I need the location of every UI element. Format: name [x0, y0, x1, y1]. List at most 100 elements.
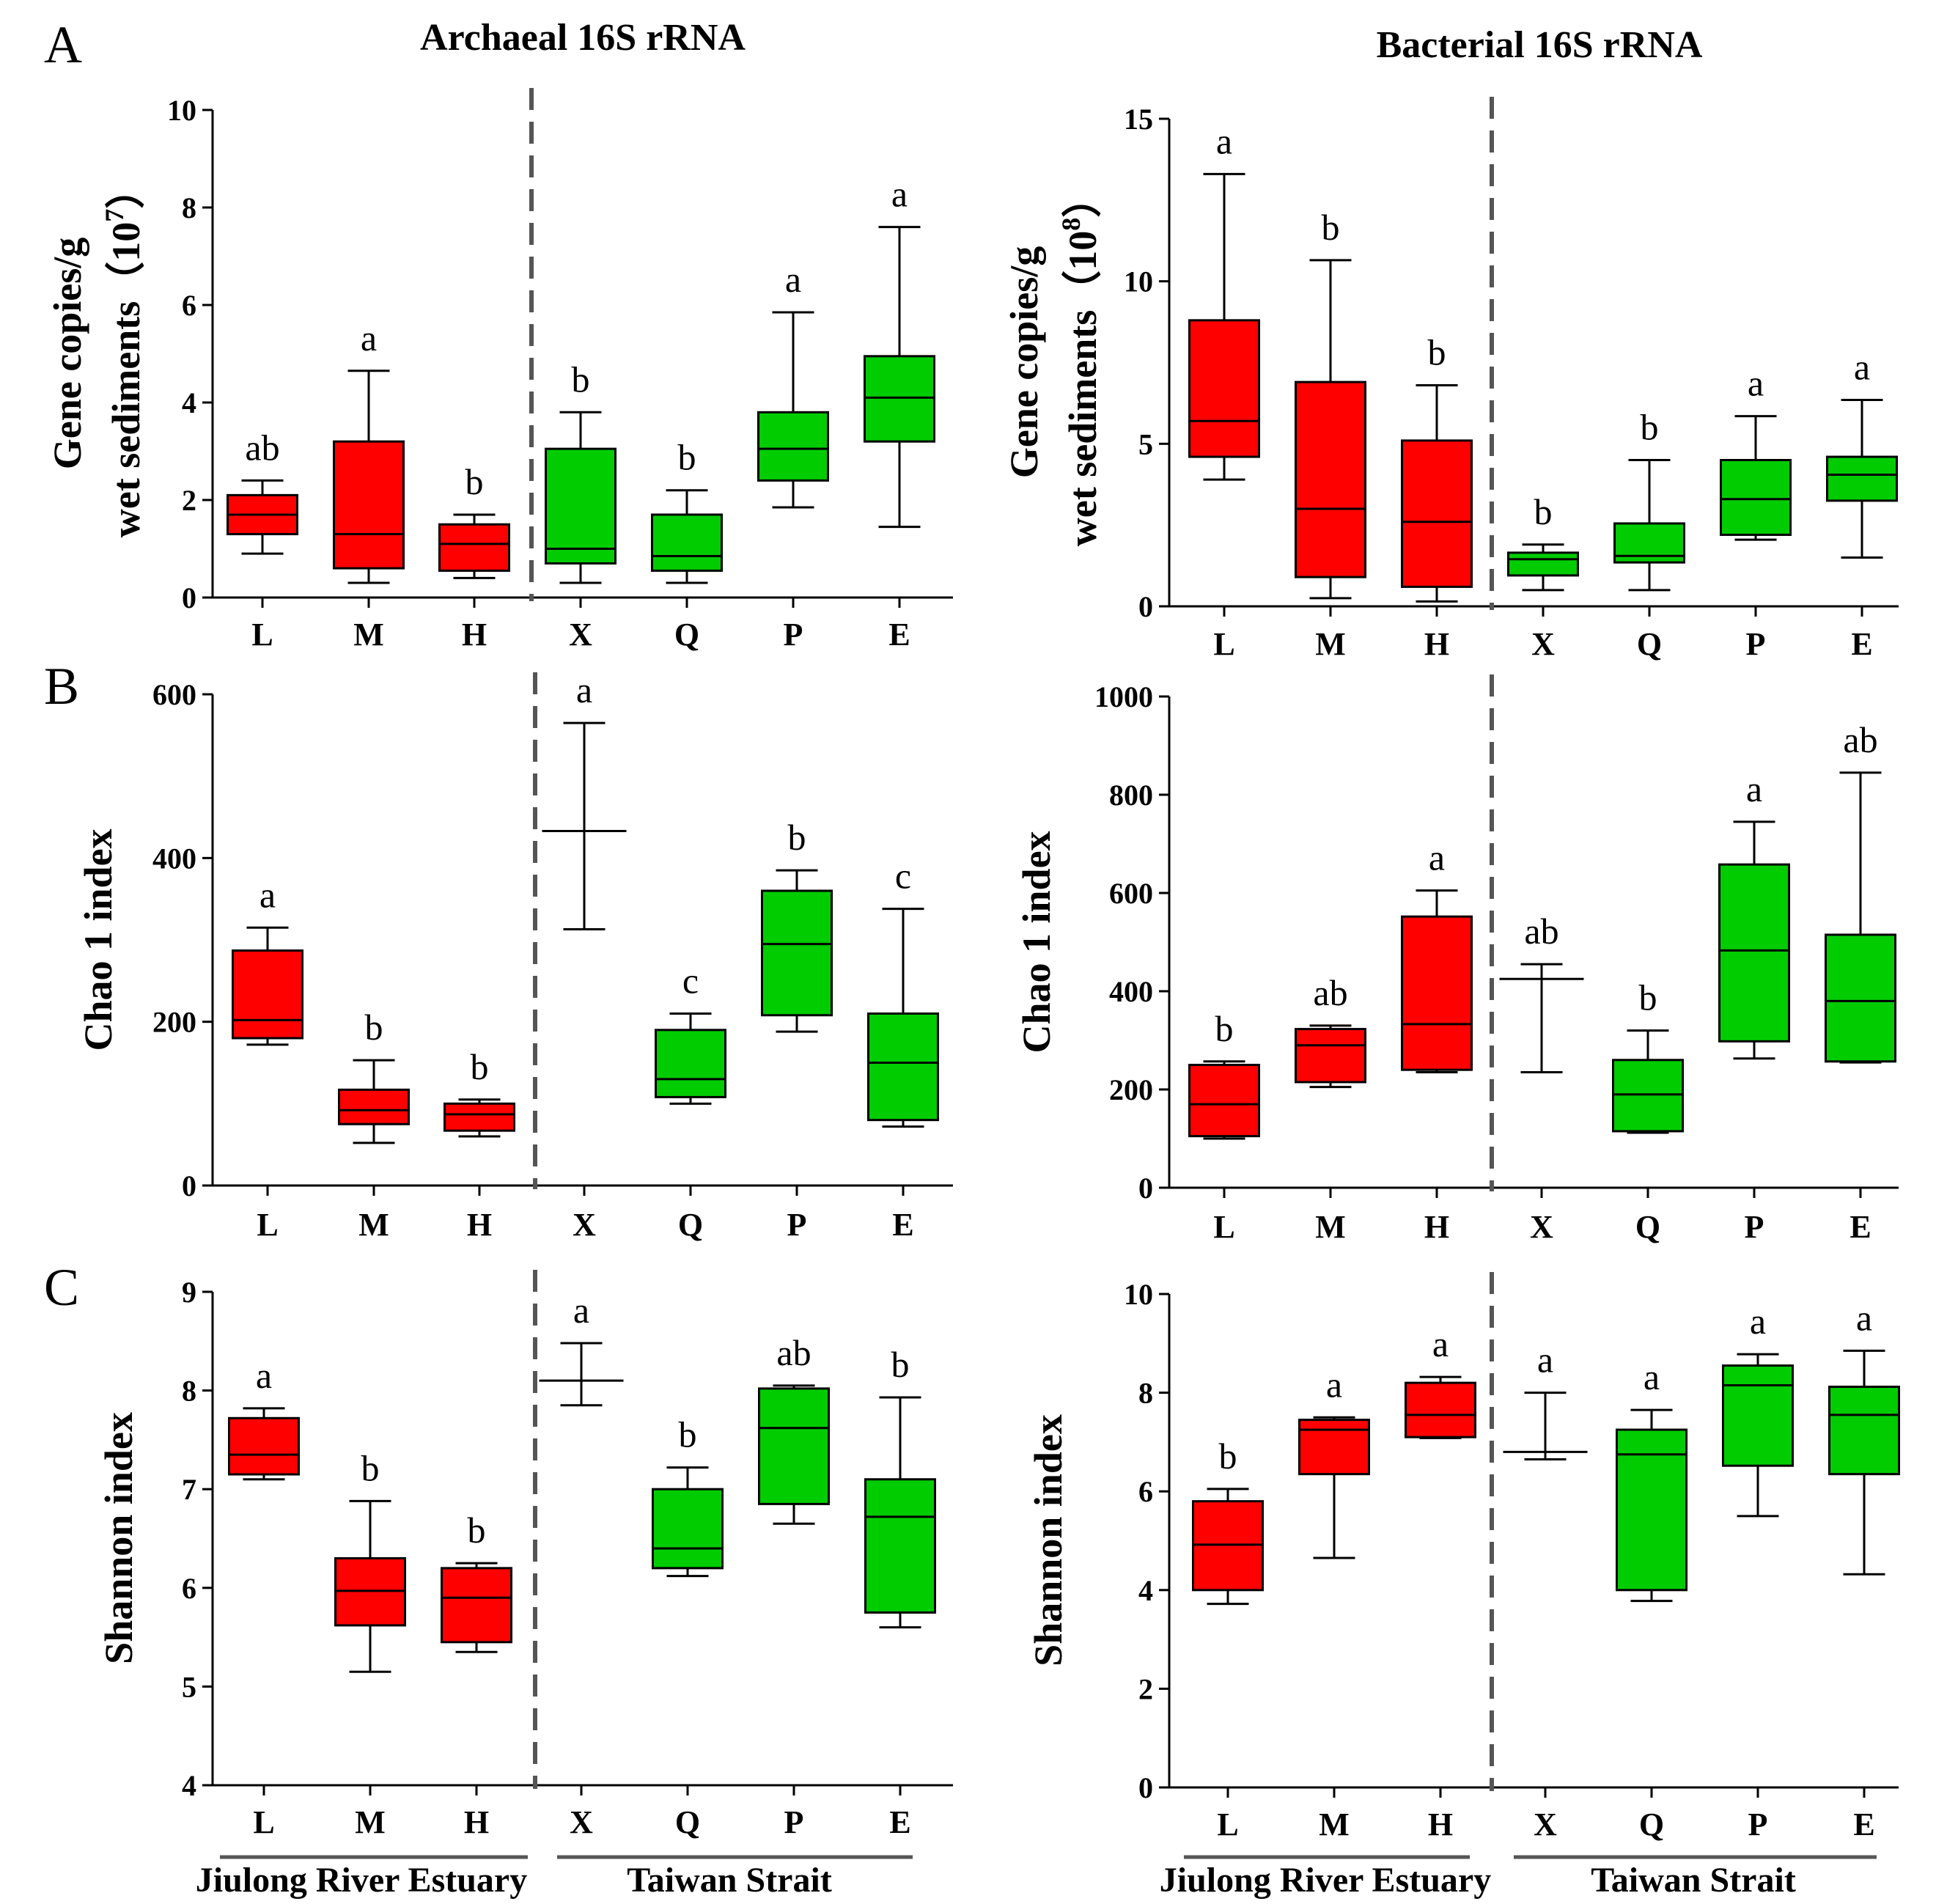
x-tick-label: E	[888, 617, 910, 653]
box-iqr	[867, 1012, 939, 1122]
x-tick-label: M	[1315, 1209, 1346, 1245]
box-iqr	[761, 889, 833, 1017]
y-tick-label: 600	[1109, 877, 1153, 910]
panel-label-b: B	[44, 657, 79, 716]
box-iqr	[1188, 1064, 1260, 1138]
y-tick-label: 200	[152, 1006, 196, 1039]
box-iqr	[651, 513, 723, 572]
significance-letter: c	[682, 960, 699, 1001]
x-tick-label: L	[1213, 626, 1234, 662]
box-P: Pb	[761, 817, 833, 1243]
x-tick-label: H	[1424, 1209, 1449, 1245]
significance-letter: ab	[1313, 972, 1347, 1013]
significance-letter: a	[1432, 1323, 1449, 1364]
box-iqr	[1612, 1059, 1684, 1133]
region-label-estuary-right: Jiulong River Estuary	[1160, 1861, 1491, 1900]
x-tick-label: X	[1531, 626, 1555, 662]
x-tick-label: M	[353, 617, 384, 653]
x-tick-label: Q	[678, 1207, 703, 1243]
box-P: Pab	[758, 1332, 830, 1840]
y-tick-label: 7	[182, 1473, 196, 1506]
x-tick-label: M	[355, 1804, 386, 1840]
box-H: Hb	[1401, 332, 1473, 662]
x-tick-label: Q	[675, 1804, 700, 1840]
box-L: La	[228, 1355, 300, 1840]
x-tick-label: P	[1746, 626, 1766, 662]
significance-letter: a	[1748, 363, 1764, 404]
box-P: Pa	[1720, 363, 1792, 662]
x-tick-label: M	[1319, 1806, 1350, 1842]
y-axis-label-close: ）	[1061, 178, 1105, 218]
significance-letter: b	[365, 1007, 383, 1048]
box-E: Eb	[864, 1344, 936, 1840]
x-tick-label: E	[889, 1804, 910, 1840]
significance-letter: ab	[1524, 911, 1558, 952]
x-tick-label: M	[358, 1207, 389, 1243]
y-tick-label: 4	[182, 386, 196, 419]
box-H: Hb	[441, 1510, 512, 1840]
y-axis-label-line2: wet sediments（108）	[1056, 178, 1105, 546]
y-tick-label: 4	[182, 1769, 196, 1802]
y-axis-label-line1: Gene copies/g	[45, 238, 89, 469]
x-tick-label: L	[1217, 1806, 1238, 1842]
x-tick-label: X	[1530, 1209, 1553, 1245]
region-label-strait-left: Taiwan Strait	[627, 1861, 832, 1900]
x-tick-label: X	[569, 617, 592, 653]
box-Q: Qb	[651, 437, 723, 653]
box-iqr	[864, 1478, 936, 1614]
y-tick-label: 4	[1138, 1574, 1153, 1607]
significance-letter: b	[465, 461, 484, 502]
significance-letter: c	[895, 856, 911, 897]
significance-letter: b	[1639, 977, 1657, 1018]
box-Q: Qb	[1613, 407, 1685, 662]
x-tick-label: E	[1853, 1806, 1874, 1842]
significance-letter: a	[1746, 768, 1762, 809]
x-tick-label: L	[253, 1804, 274, 1840]
significance-letter: b	[788, 817, 806, 858]
box-E: Ea	[1826, 346, 1898, 662]
significance-letter: a	[361, 317, 377, 359]
x-tick-label: X	[1534, 1806, 1557, 1842]
y-tick-label: 200	[1109, 1073, 1153, 1106]
y-tick-label: 8	[1138, 1377, 1153, 1410]
box-iqr	[652, 1488, 724, 1570]
box-L: Lb	[1188, 1008, 1260, 1245]
box-iqr	[1722, 1364, 1794, 1467]
significance-letter: a	[1644, 1356, 1660, 1397]
x-tick-label: E	[1851, 626, 1872, 662]
x-tick-label: H	[467, 1207, 492, 1243]
box-iqr	[443, 1102, 515, 1132]
box-H: Hb	[443, 1046, 515, 1243]
y-axis-label-exponent: 7	[100, 209, 129, 222]
x-tick-label: M	[1315, 626, 1346, 662]
significance-letter: b	[891, 1344, 910, 1385]
box-iqr	[655, 1029, 726, 1098]
significance-letter: a	[576, 669, 592, 710]
y-tick-label: 800	[1109, 779, 1153, 812]
box-H: Ha	[1401, 837, 1473, 1245]
box-E: Eab	[1825, 719, 1896, 1245]
box-iqr	[232, 949, 303, 1040]
significance-letter: a	[1326, 1364, 1342, 1405]
box-E: Ea	[864, 174, 935, 653]
significance-letter: a	[256, 1355, 272, 1396]
box-X: Xa	[539, 1290, 624, 1840]
box-iqr	[1405, 1381, 1476, 1438]
y-tick-label: 0	[1138, 1771, 1153, 1804]
box-E: Ea	[1828, 1297, 1900, 1842]
box-iqr	[1616, 1428, 1687, 1592]
box-M: Ma	[1298, 1364, 1370, 1842]
box-P: Pa	[1718, 768, 1790, 1245]
box-L: Lb	[1192, 1436, 1264, 1842]
significance-letter: a	[1216, 120, 1232, 161]
x-tick-label: P	[784, 1804, 804, 1840]
significance-letter: b	[471, 1046, 489, 1087]
y-tick-label: 15	[1124, 103, 1153, 136]
x-tick-label: L	[251, 617, 273, 653]
y-tick-label: 5	[182, 1670, 196, 1703]
significance-letter: b	[679, 1414, 697, 1455]
significance-letter: a	[891, 174, 908, 215]
